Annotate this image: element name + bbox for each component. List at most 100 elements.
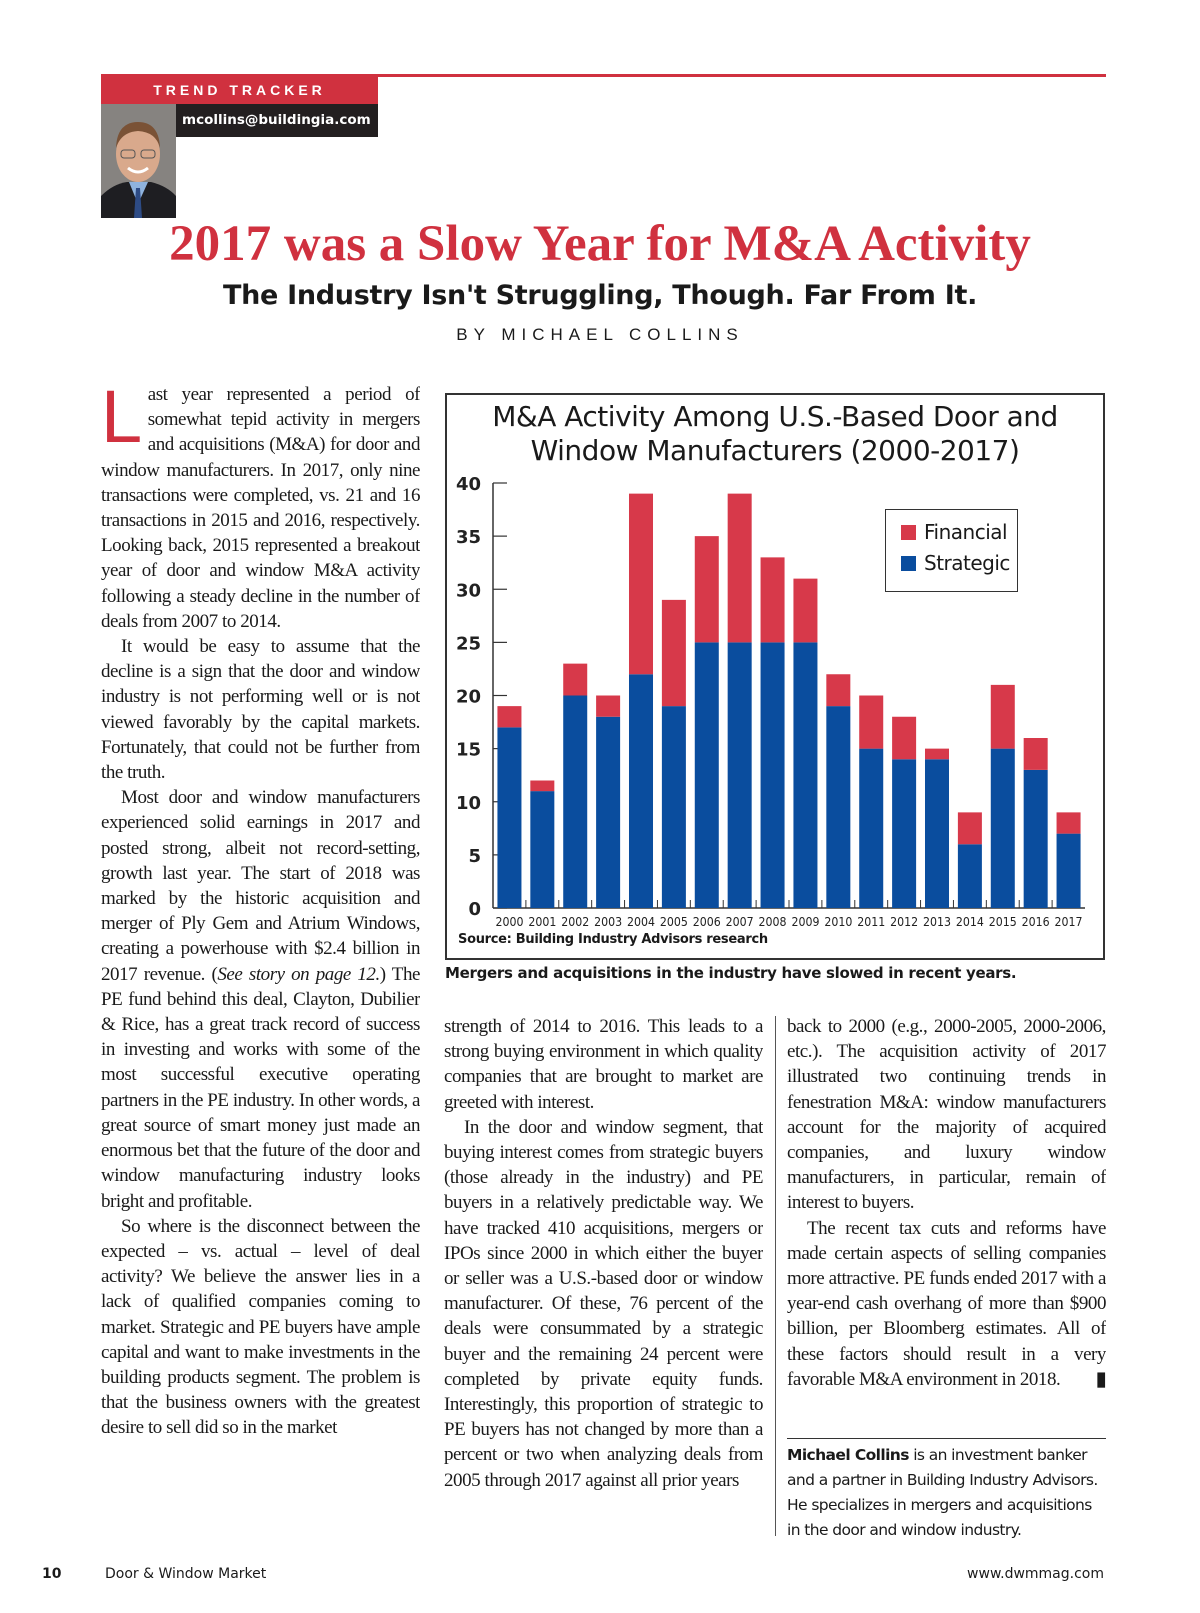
paragraph-text: ) The PE fund behind this deal, Clayton,…: [101, 963, 420, 1212]
stacked-bar-chart: 0 5 10 15 20 25 30 35 40 2000 2001 2002 2003 2004 2005…: [456, 474, 1085, 929]
y-tick-label: 15: [456, 740, 481, 761]
y-tick-label: 5: [468, 846, 481, 867]
paragraph: strength of 2014 to 2016. This leads to …: [444, 1016, 763, 1113]
paragraph: It would be easy to assume that the decl…: [101, 636, 420, 784]
bar-strategic-2002: [563, 695, 588, 908]
x-tick-label: 2014: [956, 914, 984, 929]
legend-swatch: [901, 556, 916, 571]
bar-strategic-2004: [628, 674, 654, 908]
author-photo: [101, 104, 176, 218]
bar-financial-2000: [497, 706, 522, 728]
bar-strategic-2000: [497, 727, 522, 908]
x-tick-label: 2007: [726, 914, 754, 929]
bar-strategic-2015: [990, 748, 1015, 908]
bar-strategic-2010: [826, 706, 851, 908]
bar-financial-2003: [596, 695, 621, 717]
bar-financial-2016: [1023, 738, 1048, 770]
paragraph: The recent tax cuts and reforms have mad…: [787, 1216, 1106, 1392]
y-tick-label: 25: [456, 633, 481, 654]
chart-title: M&A Activity Among U.S.-Based Door and W…: [492, 400, 1058, 467]
bar-strategic-2013: [924, 759, 950, 908]
bar-financial-2011: [859, 695, 884, 749]
x-tick-label: 2016: [1022, 914, 1050, 929]
bio-text: is an investment banker and a partner in…: [787, 1446, 1098, 1539]
bar-strategic-2014: [957, 844, 982, 908]
bar-strategic-2009: [793, 642, 818, 908]
x-tick-label: 2015: [989, 914, 1017, 929]
bar-strategic-2001: [530, 791, 555, 908]
bar-financial-2006: [694, 536, 719, 643]
byline: BY MICHAEL COLLINS: [456, 325, 744, 344]
column-divider: [775, 1016, 776, 1536]
article-column-right: back to 2000 (e.g., 2000-2005, 2000-2006…: [787, 1014, 1106, 1414]
x-tick-label: 2001: [528, 914, 556, 929]
x-tick-label: 2003: [594, 914, 622, 929]
story-reference: See story on page 12.: [217, 963, 380, 985]
x-tick-label: 2010: [824, 914, 852, 929]
paragraph: So where is the disconnect between the e…: [101, 1215, 420, 1439]
figure-caption: Mergers and acquisitions in the industry…: [445, 964, 1017, 982]
x-tick-label: 2005: [660, 914, 688, 929]
bar-financial-2010: [826, 674, 851, 707]
drop-cap: L: [101, 382, 142, 458]
page-number: 10: [42, 1566, 62, 1582]
bar-financial-2004: [628, 493, 654, 675]
chart-frame: [445, 393, 1105, 960]
legend-label: Financial: [924, 520, 1008, 544]
bar-strategic-2003: [596, 716, 621, 908]
bar-strategic-2007: [727, 642, 752, 908]
bar-financial-2013: [924, 748, 950, 760]
x-tick-label: 2008: [759, 914, 787, 929]
y-tick-label: 20: [456, 687, 481, 708]
x-tick-label: 2009: [791, 914, 819, 929]
bar-strategic-2012: [892, 759, 917, 908]
x-tick-label: 2004: [627, 914, 655, 929]
bar-financial-2012: [892, 716, 917, 760]
bar-strategic-2005: [661, 706, 686, 908]
legend-item-financial: Financial: [901, 520, 1008, 544]
paragraph-text: Most door and window manufacturers exper…: [101, 787, 420, 985]
bio-name: Michael Collins: [787, 1446, 909, 1464]
publication-url[interactable]: www.dwmmag.com: [967, 1566, 1104, 1582]
bar-financial-2007: [727, 493, 752, 643]
legend-label: Strategic: [924, 551, 1010, 575]
y-tick-label: 10: [456, 793, 481, 814]
x-tick-label: 2000: [495, 914, 523, 929]
chart-source: Source: Building Industry Advisors resea…: [458, 932, 768, 947]
legend-item-strategic: Strategic: [901, 551, 1010, 575]
publication-name: Door & Window Market: [105, 1566, 267, 1582]
bar-financial-2009: [793, 578, 818, 643]
legend-swatch: [901, 525, 916, 540]
paragraph-text: The recent tax cuts and reforms have mad…: [787, 1217, 1106, 1390]
x-tick-label: 2002: [561, 914, 589, 929]
paragraph: Most door and window manufacturers exper…: [101, 785, 420, 1213]
paragraph-text: ast year represented a period of somewha…: [101, 384, 420, 632]
y-tick-label: 35: [456, 527, 481, 548]
header-rule: [101, 74, 1106, 77]
author-email[interactable]: mcollins@buildingia.com: [176, 104, 378, 137]
bar-financial-2002: [563, 663, 588, 696]
author-bio: Michael Collins is an investment banker …: [787, 1438, 1106, 1543]
y-tick-label: 40: [456, 474, 481, 495]
article-subtitle: The Industry Isn't Struggling, Though. F…: [222, 280, 978, 311]
x-tick-label: 2011: [857, 914, 885, 929]
bar-strategic-2008: [760, 642, 785, 908]
bar-strategic-2011: [859, 748, 884, 908]
bar-strategic-2016: [1023, 769, 1048, 908]
end-mark-icon: ▮: [1095, 1368, 1106, 1390]
article-title: 2017 was a Slow Year for M&A Activity: [169, 216, 1031, 272]
bar-financial-2015: [990, 684, 1015, 749]
x-tick-label: 2006: [693, 914, 721, 929]
bar-financial-2014: [957, 812, 982, 845]
bar-financial-2017: [1056, 812, 1081, 834]
bar-financial-2001: [530, 780, 555, 792]
chart-legend: Financial Strategic: [885, 509, 1018, 592]
x-tick-label: 2012: [890, 914, 918, 929]
bar-strategic-2006: [694, 642, 719, 908]
y-tick-label: 30: [456, 580, 481, 601]
article-column-middle: strength of 2014 to 2016. This leads to …: [444, 1014, 763, 1542]
bar-financial-2005: [661, 599, 686, 707]
bar-strategic-2017: [1056, 833, 1081, 908]
